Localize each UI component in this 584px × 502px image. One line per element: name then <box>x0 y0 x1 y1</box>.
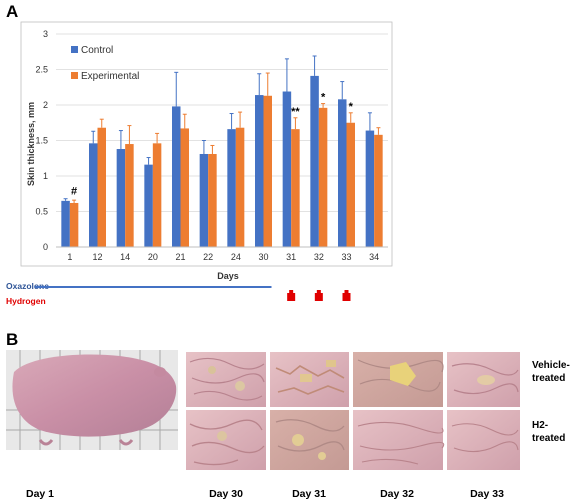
chart-bars <box>61 75 383 248</box>
photo-h2-day-32 <box>353 410 445 470</box>
panel-b-letter: B <box>6 330 18 349</box>
x-axis-ticks: 1 12 14 20 21 22 24 30 31 32 33 34 <box>56 246 388 262</box>
x-tick-label-22: 22 <box>203 252 213 262</box>
photo-vehicle-day-31 <box>270 352 349 407</box>
hydrogen-marker-cap-day-32 <box>316 290 321 294</box>
y-tick-label-1: 0.5 <box>35 207 48 217</box>
y-tick-label-5: 2.5 <box>35 65 48 75</box>
bar-experimental-day-12 <box>97 127 106 247</box>
legend-label-experimental: Experimental <box>81 71 139 82</box>
row-label-line: H2- <box>532 420 548 431</box>
bar-experimental-day-30 <box>263 95 272 248</box>
x-tick-label-20: 20 <box>148 252 158 262</box>
bar-experimental-day-24 <box>235 127 245 247</box>
x-tick-label-21: 21 <box>175 252 185 262</box>
y-tick-label-3: 1.5 <box>35 136 48 146</box>
photo-day-1 <box>6 350 178 450</box>
hydrogen-marker-day-32 <box>314 293 323 301</box>
y-tick-label-2: 1 <box>43 171 48 181</box>
x-tick-label-32: 32 <box>314 252 324 262</box>
hydrogen-markers <box>287 290 351 301</box>
bar-experimental-day-21 <box>180 128 189 247</box>
day-label-31: Day 31 <box>292 488 326 500</box>
day-label-32: Day 32 <box>380 488 414 500</box>
oxazolone-label: Oxazolone <box>6 281 49 291</box>
day-label-30: Day 30 <box>209 488 243 500</box>
row-label-h2-treated: H2- treated <box>532 420 565 444</box>
x-tick-label-12: 12 <box>92 252 102 262</box>
annotation-day-31: ** <box>291 106 300 118</box>
bar-experimental-day-14 <box>125 144 134 247</box>
photo-h2-day-31 <box>270 410 349 470</box>
bar-experimental-day-1 <box>69 202 79 247</box>
chart-legend: Control Experimental <box>71 45 139 82</box>
bar-control-day-33 <box>338 99 347 247</box>
bar-control-day-20 <box>144 164 153 247</box>
photo-h2-day-33 <box>447 410 520 470</box>
bar-experimental-day-33 <box>346 122 355 247</box>
bar-control-day-32 <box>310 75 319 247</box>
x-tick-label-14: 14 <box>120 252 130 262</box>
legend-swatch-control <box>71 46 78 53</box>
panel-a-letter: A <box>6 2 18 21</box>
row-label-line: treated <box>532 433 565 444</box>
row-label-line: treated <box>532 373 565 384</box>
bar-control-day-31 <box>282 91 292 247</box>
photo-vehicle-day-30 <box>186 352 266 407</box>
x-tick-label-1: 1 <box>67 252 72 262</box>
bar-control-day-14 <box>116 149 126 247</box>
skin-photos <box>186 352 520 470</box>
annotation-day-1: # <box>71 186 77 198</box>
x-tick-label-24: 24 <box>231 252 241 262</box>
bar-control-day-34 <box>365 130 375 247</box>
row-label-line: Vehicle- <box>532 360 570 371</box>
day-label-33: Day 33 <box>470 488 504 500</box>
bar-experimental-day-34 <box>374 134 383 247</box>
legend-label-control: Control <box>81 45 113 56</box>
bar-control-day-21 <box>172 106 181 247</box>
bar-experimental-day-22 <box>208 153 217 247</box>
hydrogen-marker-day-33 <box>342 293 351 301</box>
x-tick-label-33: 33 <box>341 252 351 262</box>
bar-control-day-24 <box>227 129 236 247</box>
x-tick-label-30: 30 <box>258 252 268 262</box>
hydrogen-marker-cap-day-33 <box>344 290 349 294</box>
x-axis-title: Days <box>217 271 239 281</box>
annotation-day-33: * <box>349 101 354 113</box>
bar-control-day-1 <box>61 200 70 247</box>
y-tick-label-6: 3 <box>43 29 48 39</box>
photo-vehicle-day-33 <box>447 352 520 407</box>
bar-experimental-day-31 <box>291 129 300 247</box>
bar-control-day-30 <box>255 95 264 247</box>
row-label-vehicle-treated: Vehicle-treated <box>532 360 570 384</box>
bar-experimental-day-32 <box>318 107 328 247</box>
y-tick-label-0: 0 <box>43 242 48 252</box>
chart-frame <box>20 21 393 267</box>
error-bars <box>63 55 381 203</box>
bar-experimental-day-20 <box>152 143 162 247</box>
legend-swatch-experimental <box>71 72 78 79</box>
hydrogen-marker-day-31 <box>287 293 296 301</box>
photo-vehicle-day-32 <box>353 352 444 407</box>
bar-control-day-22 <box>199 153 209 247</box>
bar-control-day-12 <box>89 143 98 247</box>
x-tick-label-31: 31 <box>286 252 296 262</box>
significance-annotations: #**** <box>71 92 354 198</box>
y-axis-ticks: 0 0.5 1 1.5 2 2.5 3 <box>35 29 48 252</box>
hydrogen-marker-cap-day-31 <box>289 290 294 294</box>
day-label-1: Day 1 <box>26 488 54 500</box>
y-tick-label-4: 2 <box>43 100 48 110</box>
hydrogen-label: Hydrogen <box>6 296 46 306</box>
photo-h2-day-30 <box>186 410 266 470</box>
x-tick-label-34: 34 <box>369 252 379 262</box>
y-axis-title: Skin thickness, mm <box>26 102 36 186</box>
annotation-day-32: * <box>321 92 326 104</box>
